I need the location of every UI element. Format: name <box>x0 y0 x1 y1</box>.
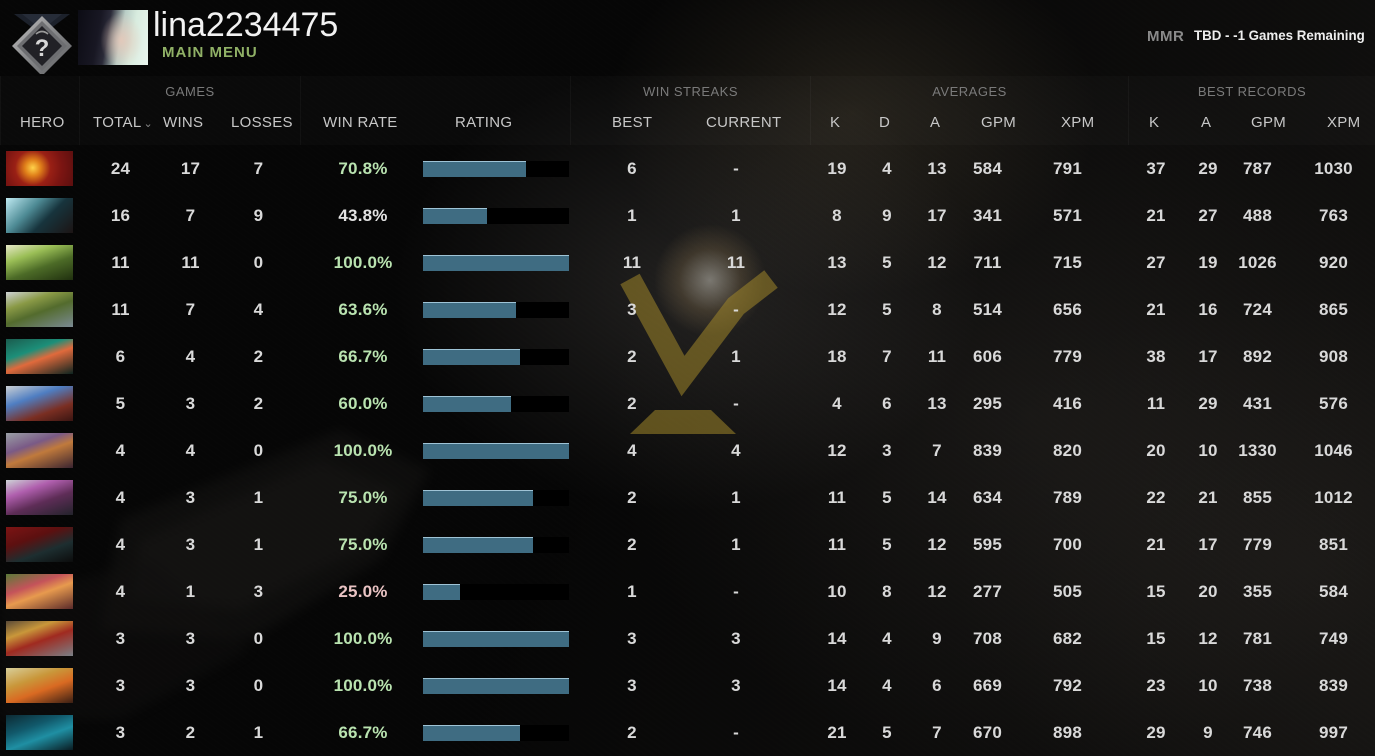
svg-text:?: ? <box>35 35 50 62</box>
